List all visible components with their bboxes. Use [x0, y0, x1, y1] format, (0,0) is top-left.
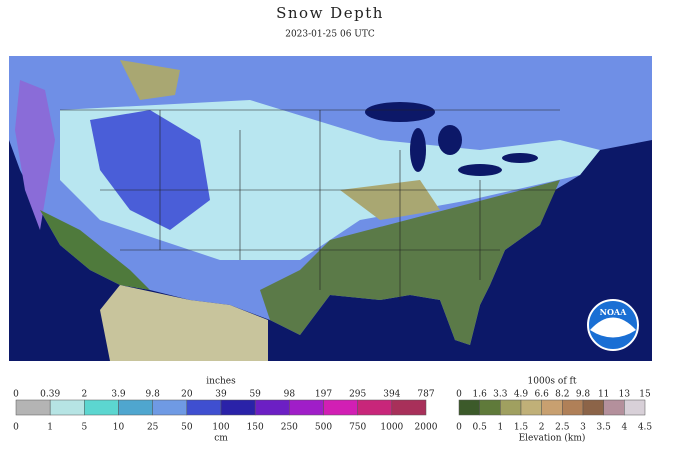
legend-swatch — [479, 399, 501, 416]
legend-swatch — [289, 399, 324, 416]
legend-tick-label: 0 — [456, 390, 462, 400]
title: Snow Depth — [276, 4, 384, 22]
legend-swatch — [582, 399, 604, 416]
legend-tick-label: 0 — [13, 390, 19, 400]
legend-tick-label: 98 — [284, 390, 296, 400]
legend-swatch — [458, 399, 480, 416]
legend-title: 1000s of ft — [528, 377, 577, 387]
legend-tick-label: 6.6 — [535, 390, 550, 400]
map: NOAA — [9, 56, 652, 361]
legend-tick-label: 4.5 — [638, 423, 653, 433]
legend-tick-label: 2 — [81, 390, 87, 400]
legend-swatch — [541, 399, 563, 416]
legend-swatch — [118, 399, 153, 416]
legend-tick-label: 3.5 — [597, 423, 612, 433]
legend-swatch — [186, 399, 222, 416]
legend-swatch — [520, 399, 542, 416]
legend-tick-label: 150 — [247, 423, 264, 433]
legend-tick-label: 394 — [383, 390, 400, 400]
legend-tick-label: 9.8 — [146, 390, 161, 400]
legend-swatch — [603, 399, 625, 416]
legend-tick-label: 20 — [181, 390, 193, 400]
legend-swatch — [254, 399, 290, 416]
legend-tick-label: 59 — [249, 390, 261, 400]
legend-title: inches — [206, 377, 236, 387]
legend-tick-label: 4 — [621, 423, 627, 433]
legend-tick-label: 0.5 — [473, 423, 488, 433]
legend-tick-label: 2000 — [415, 423, 438, 433]
legend-tick-label: 1 — [497, 423, 503, 433]
legend-tick-label: 9.8 — [576, 390, 591, 400]
legend-swatch — [323, 399, 358, 416]
legend-tick-label: 25 — [147, 423, 159, 433]
legend-swatch — [391, 399, 427, 416]
legend-tick-label: 250 — [281, 423, 298, 433]
legend-tick-label: 15 — [639, 390, 651, 400]
legend-tick-label: 500 — [315, 423, 332, 433]
legend-tick-label: 3.3 — [493, 390, 508, 400]
legend-tick-label: 3 — [580, 423, 586, 433]
legend-swatch — [84, 399, 119, 416]
legend-swatch — [152, 399, 188, 416]
legend-swatch — [562, 399, 584, 416]
legend-tick-label: 100 — [212, 423, 229, 433]
legend-swatch — [500, 399, 522, 416]
legend-swatch — [357, 399, 393, 416]
legend-tick-label: 2 — [539, 423, 545, 433]
legend-tick-label: 50 — [181, 423, 193, 433]
legend-tick-label: 295 — [349, 390, 366, 400]
legend-tick-label: 1.5 — [514, 423, 529, 433]
legend-tick-label: 787 — [417, 390, 434, 400]
legend-tick-label: 13 — [619, 390, 631, 400]
legend-tick-label: 1 — [47, 423, 53, 433]
legend-tick-label: 0.39 — [40, 390, 60, 400]
legend-tick-label: 10 — [113, 423, 125, 433]
subtitle: 2023-01-25 06 UTC — [285, 30, 375, 40]
legend-tick-label: 197 — [315, 390, 332, 400]
legend-swatch — [15, 399, 51, 416]
legend-unit: Elevation (km) — [519, 433, 586, 444]
legend-swatch — [624, 399, 646, 416]
logo: NOAA — [600, 307, 627, 317]
legend-tick-label: 39 — [215, 390, 227, 400]
legend-tick-label: 750 — [349, 423, 366, 433]
legend-tick-label: 4.9 — [514, 390, 529, 400]
legend-unit: cm — [214, 434, 228, 444]
legend-tick-label: 8.2 — [555, 390, 569, 400]
legend-tick-label: 0 — [456, 423, 462, 433]
legend-tick-label: 3.9 — [111, 390, 126, 400]
legend-swatch — [49, 399, 85, 416]
legend-tick-label: 2.5 — [555, 423, 570, 433]
legend-tick-label: 11 — [598, 390, 609, 400]
legend-swatch — [220, 399, 256, 416]
legend-tick-label: 1000 — [380, 423, 403, 433]
legend-tick-label: 5 — [81, 423, 87, 433]
legend-tick-label: 0 — [13, 423, 19, 433]
legend-tick-label: 1.6 — [473, 390, 488, 400]
